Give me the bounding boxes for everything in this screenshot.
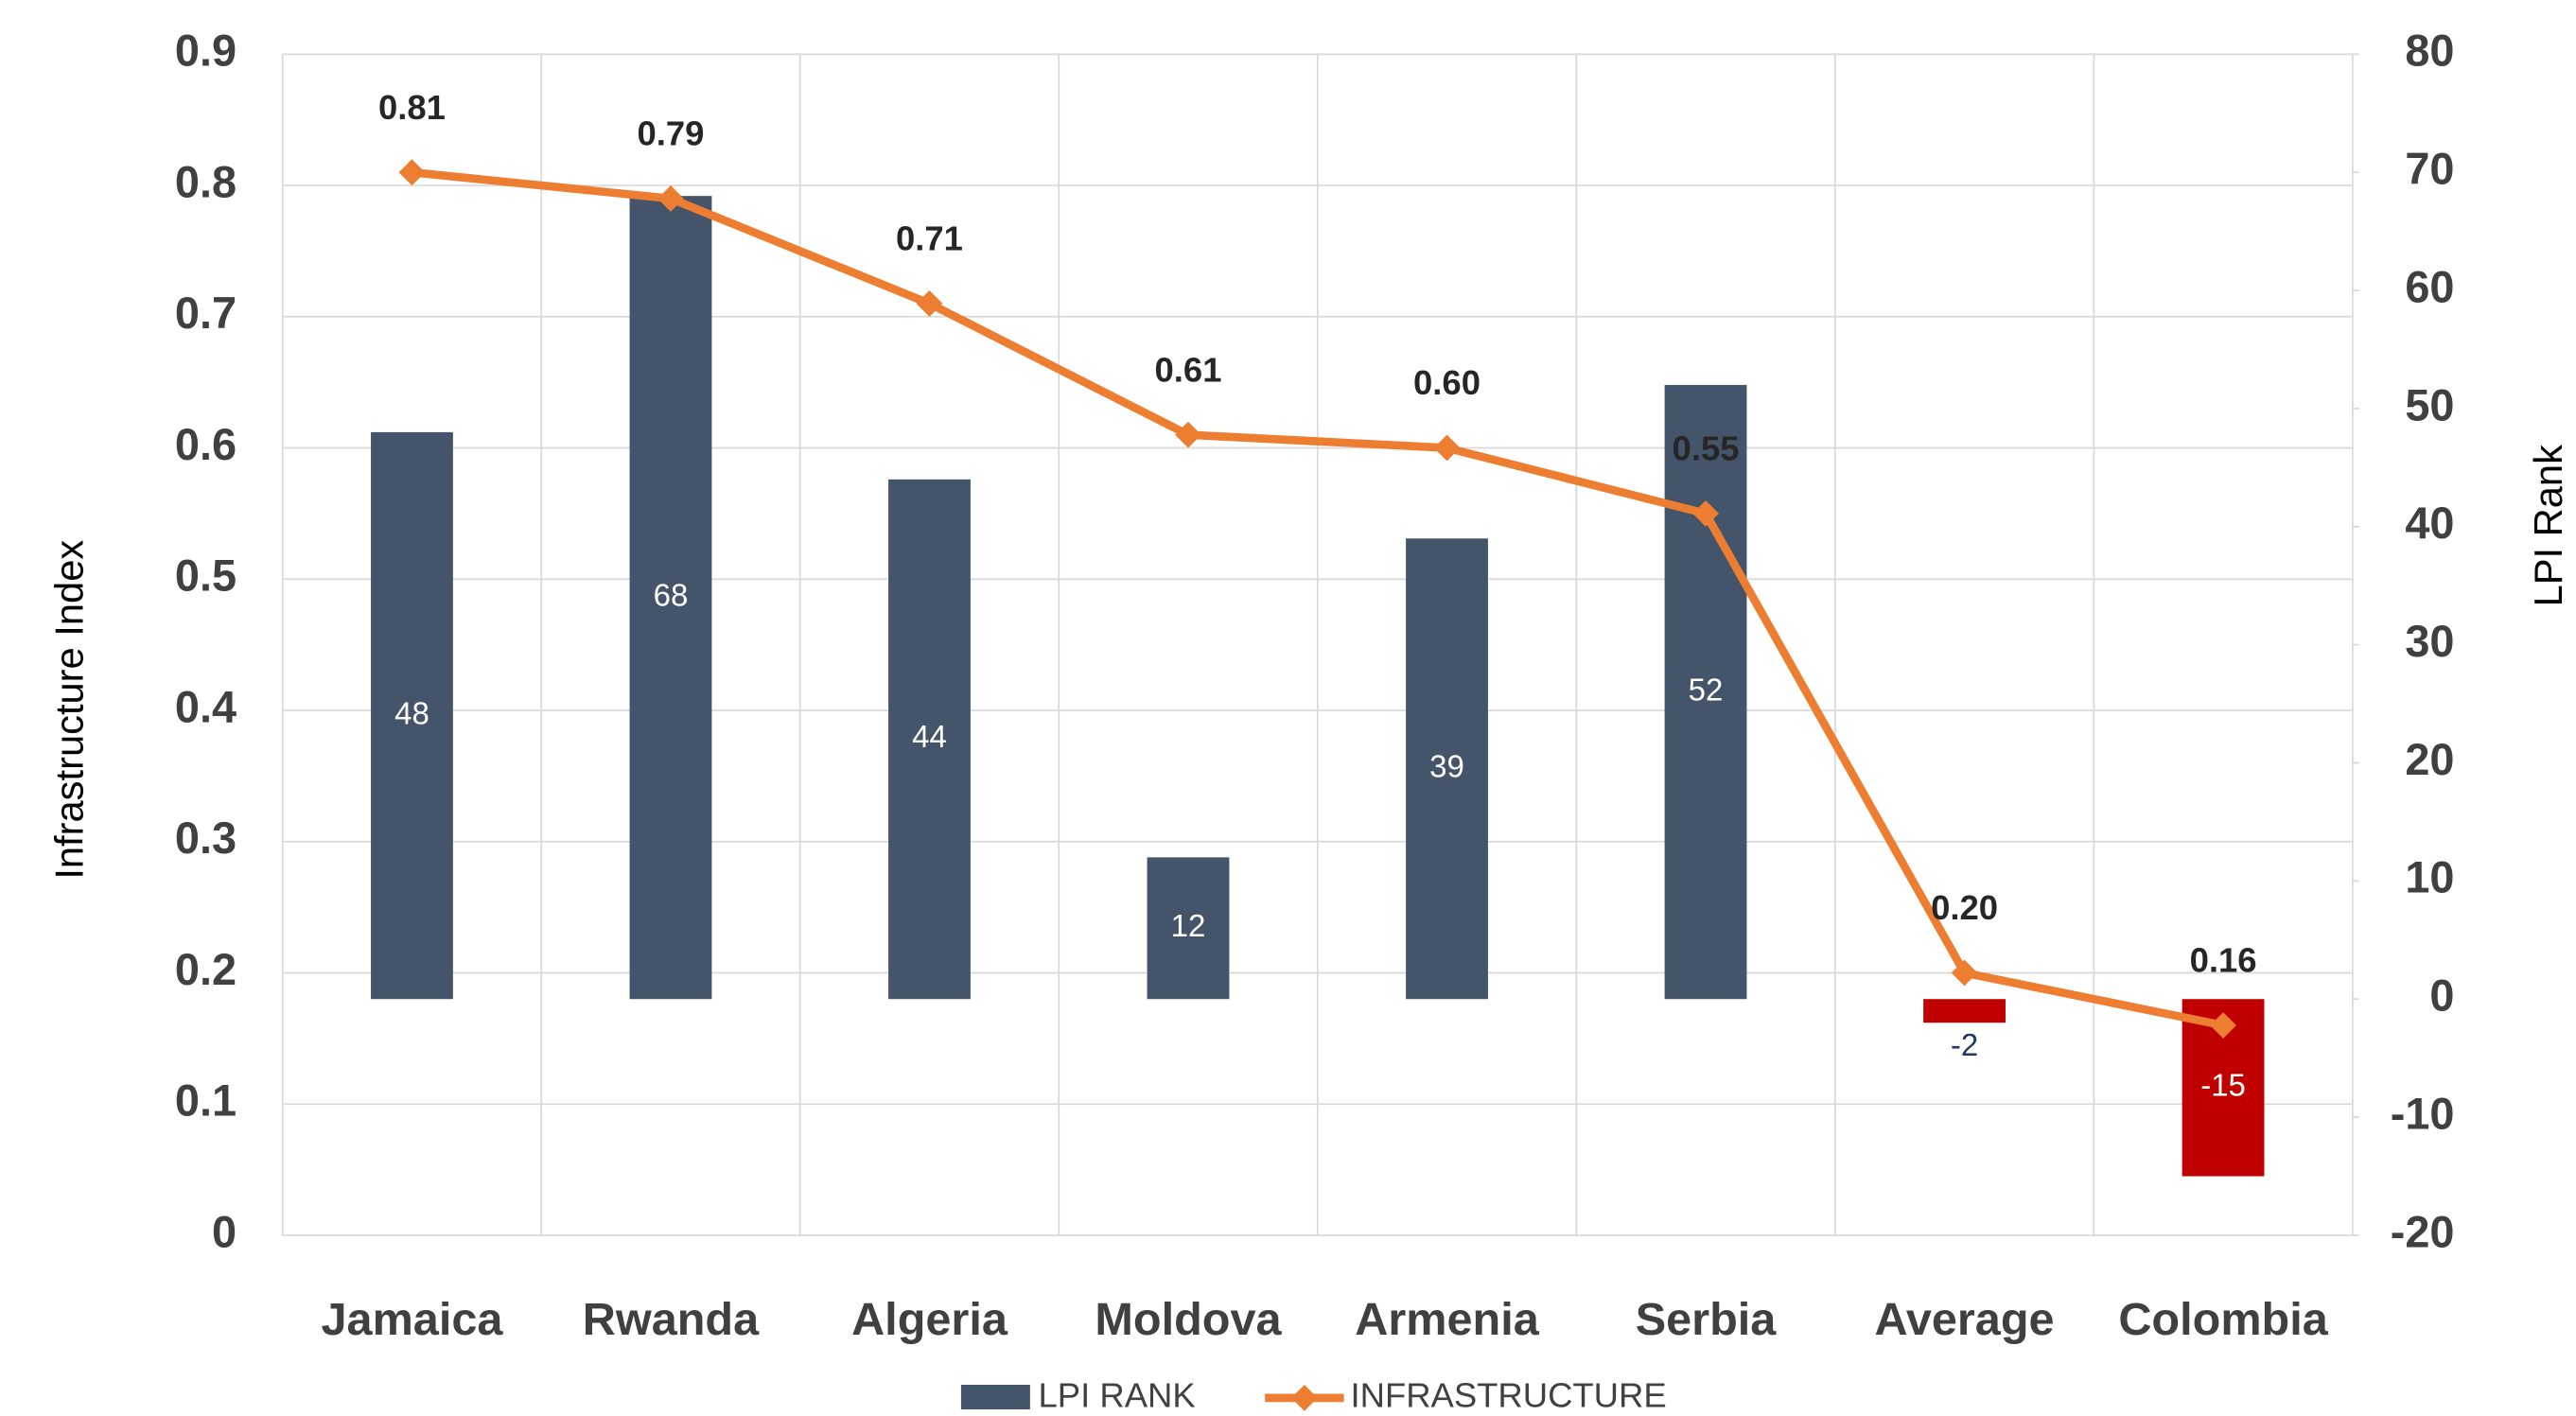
y2-tick-label: 0 bbox=[2429, 971, 2454, 1021]
bar-value-label: 44 bbox=[912, 719, 947, 754]
bar-value-label: 12 bbox=[1171, 908, 1206, 943]
bar bbox=[371, 431, 453, 1000]
y-tick-label: 0.1 bbox=[175, 1076, 237, 1126]
bar bbox=[629, 196, 712, 1000]
y-tick-label: 0.8 bbox=[175, 157, 237, 206]
y-tick-label: 0 bbox=[212, 1207, 237, 1256]
line-value-label: 0.61 bbox=[1155, 350, 1222, 389]
x-tick-label: Average bbox=[1875, 1294, 2055, 1345]
y-tick-label: 0.6 bbox=[175, 420, 237, 469]
line-marker bbox=[1175, 421, 1201, 448]
y-tick-label: 0.4 bbox=[175, 682, 237, 731]
line bbox=[412, 167, 2224, 1030]
y2-axis-title: LPI Rank bbox=[2526, 445, 2570, 607]
line-value-label: 0.55 bbox=[1673, 429, 1740, 468]
line-value-label: 0.60 bbox=[1413, 363, 1481, 402]
legend-marker bbox=[1290, 1384, 1318, 1411]
y-tick-label: 0.7 bbox=[175, 288, 237, 338]
bar bbox=[1664, 384, 1747, 1000]
x-tick-label: Serbia bbox=[1636, 1294, 1778, 1345]
line-value-label: 0.16 bbox=[2190, 941, 2257, 980]
line-marker bbox=[916, 290, 943, 317]
bar bbox=[1923, 999, 2006, 1023]
bar bbox=[1147, 857, 1230, 1000]
y2-tick-label: 50 bbox=[2405, 380, 2454, 429]
y-tick-label: 0.3 bbox=[175, 813, 237, 863]
bar-value-label: 48 bbox=[394, 695, 429, 730]
y2-tick-label: 60 bbox=[2405, 262, 2454, 311]
line-value-label: 0.79 bbox=[637, 114, 704, 153]
x-tick-label: Rwanda bbox=[583, 1294, 760, 1345]
y2-tick-label: 20 bbox=[2405, 735, 2454, 784]
line-marker bbox=[2210, 1012, 2236, 1039]
line-marker bbox=[1433, 434, 1461, 462]
y2-tick-label: 40 bbox=[2405, 498, 2454, 548]
x-tick-label: Colombia bbox=[2118, 1294, 2328, 1345]
x-tick-label: Armenia bbox=[1355, 1294, 1539, 1345]
y-tick-label: 0.5 bbox=[175, 551, 237, 601]
x-tick-label: Algeria bbox=[851, 1294, 1008, 1345]
line-marker bbox=[657, 185, 684, 212]
bar-value-label: -2 bbox=[1951, 1027, 1978, 1062]
line-marker bbox=[398, 159, 426, 186]
y2-tick-label: -10 bbox=[2391, 1089, 2455, 1138]
bar bbox=[888, 479, 971, 1000]
line-value-label: 0.20 bbox=[1931, 888, 1998, 927]
y2-tick-label: 80 bbox=[2405, 26, 2454, 76]
y-axis-title: Infrastructure Index bbox=[46, 540, 91, 880]
line-marker bbox=[1951, 959, 1978, 987]
y-tick-label: 0.2 bbox=[175, 945, 237, 994]
y2-tick-label: 30 bbox=[2405, 617, 2454, 666]
y2-tick-label: -20 bbox=[2391, 1207, 2455, 1256]
line-value-label: 0.81 bbox=[378, 88, 446, 127]
y2-tick-label: 70 bbox=[2405, 145, 2454, 194]
legend-label: LPI RANK bbox=[1039, 1375, 1196, 1414]
legend-swatch bbox=[960, 1384, 1030, 1410]
bar-value-label: 68 bbox=[654, 577, 689, 612]
bar-value-label: -15 bbox=[2200, 1068, 2246, 1103]
legend-label: INFRASTRUCTURE bbox=[1350, 1375, 1666, 1414]
x-tick-label: Moldova bbox=[1095, 1294, 1282, 1345]
x-tick-label: Jamaica bbox=[322, 1294, 504, 1345]
bar bbox=[1406, 538, 1488, 1000]
y2-tick-label: 10 bbox=[2405, 853, 2454, 902]
y-tick-label: 0.9 bbox=[175, 26, 237, 76]
line-value-label: 0.71 bbox=[896, 219, 963, 258]
bar-value-label: 39 bbox=[1429, 748, 1464, 783]
bar-value-label: 52 bbox=[1689, 672, 1724, 707]
